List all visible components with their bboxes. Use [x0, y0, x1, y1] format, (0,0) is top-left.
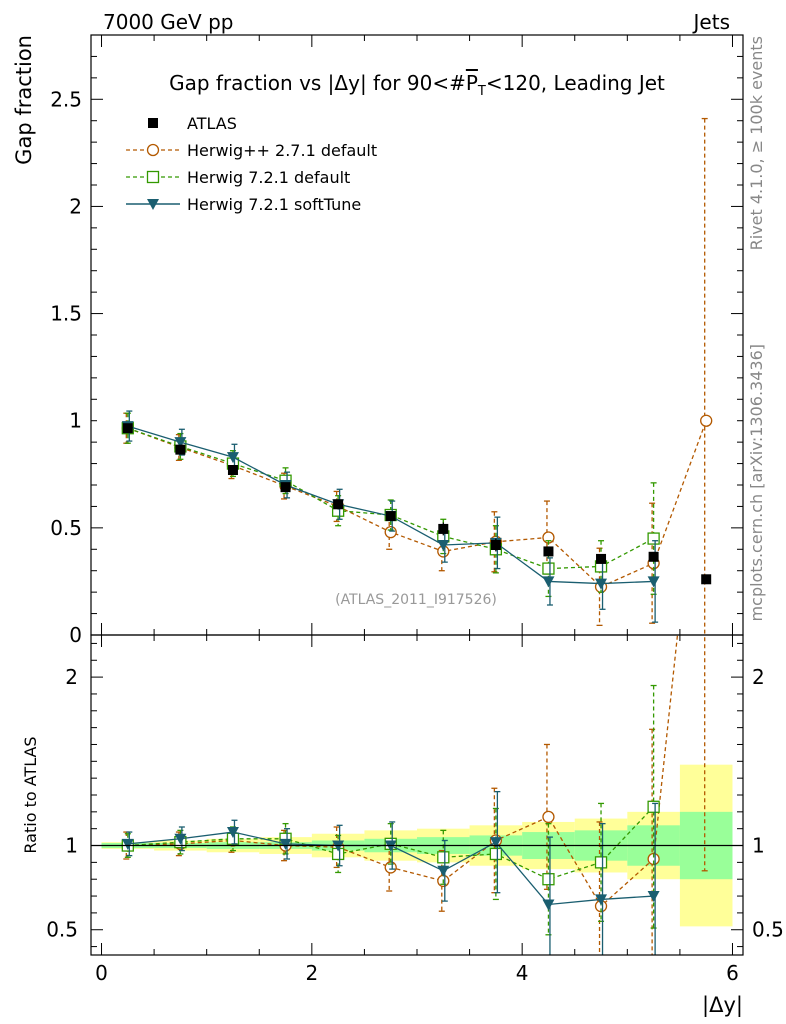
ratio-plot: 0 2 4 6 0.5 0.5 1 1 2 2 Ratio to ATLAS |Δy| [21, 360, 784, 1018]
ratio-herwig7-soft-point [279, 838, 292, 850]
ratio-y-tick-label-left: 0.5 [46, 918, 78, 942]
legend-atlas-marker [148, 118, 158, 128]
legend-herwig7-default-marker [146, 170, 160, 184]
y-axis-label: Gap fraction [12, 35, 36, 165]
atlas-point [122, 423, 133, 434]
mcplots-label: mcplots.cern.ch [arXiv:1306.3436] [747, 344, 766, 621]
atlas-point [175, 444, 186, 455]
ratio-plot-body: 0 2 4 6 0.5 0.5 1 1 2 2 [46, 360, 784, 985]
chart-title-pre: Gap fraction vs |Δy| for 90<# [169, 71, 466, 95]
ratio-herwigpp-point [542, 810, 555, 824]
ratio-herwig7-default-point [647, 800, 660, 813]
main-herwig7-default-point [647, 532, 660, 545]
main-data-layer [121, 117, 713, 635]
y-tick-label: 1.5 [50, 302, 82, 326]
x-tick-label: 0 [95, 961, 108, 985]
ratio-y-tick-label-right: 0.5 [752, 918, 784, 942]
ratio-herwig7-default-point [489, 847, 503, 861]
ratio-y-tick-label-left: 1 [65, 834, 78, 858]
ratio-y-tick-label-left: 2 [65, 665, 78, 689]
atlas-point [596, 553, 607, 564]
main-herwig7-soft-line [127, 425, 654, 585]
ratio-y-tick-label-right: 2 [752, 665, 765, 689]
ratio-herwig7-soft-point [121, 838, 134, 850]
atlas-point [385, 511, 396, 522]
ratio-herwig7-soft-point [489, 837, 502, 849]
main-plot: 0.5 1 1.5 2 2.5 0 Gap fraction vs |Δy| for 90… [12, 34, 744, 647]
atlas-point [648, 551, 659, 562]
header-right: Jets [692, 10, 730, 34]
ratio-herwig7-soft-point [647, 891, 660, 903]
atlas-point [701, 574, 712, 585]
ratio-herwig7-soft-point [542, 899, 555, 911]
legend-herwigpp-label: Herwig++ 2.7.1 default [187, 141, 377, 160]
watermark: (ATLAS_2011_I917526) [335, 592, 497, 608]
main-herwigpp-point [700, 414, 713, 427]
main-herwig7-soft-point [226, 452, 239, 464]
ratio-y-tick-label-right: 1 [752, 834, 765, 858]
x-tick-label: 4 [516, 961, 529, 985]
ratio-herwig7-soft-point [174, 833, 187, 845]
ratio-plot-frame [90, 634, 744, 956]
legend-herwig7-soft-label: Herwig 7.2.1 softTune [187, 195, 361, 214]
atlas-point [333, 499, 344, 510]
ratio-herwig7-default-point [437, 851, 450, 864]
chart-title-t: T [477, 84, 486, 99]
x-axis-label: |Δy| [702, 993, 743, 1018]
y-tick-label: 2.5 [50, 87, 82, 111]
legend-atlas-label: ATLAS [187, 114, 237, 133]
main-herwig7-soft-point [437, 540, 450, 551]
main-herwig7-soft-point [647, 576, 660, 588]
chart-title-p: P [466, 71, 478, 95]
atlas-point [438, 523, 449, 534]
main-herwigpp-line [127, 420, 707, 588]
rivet-label: Rivet 4.1.0, ≥ 100k events [747, 36, 766, 250]
main-herwig7-default-line [127, 427, 654, 570]
ratio-data-layer [121, 360, 712, 955]
ratio-herwig7-default-point [594, 856, 608, 869]
main-herwig7-soft-point [542, 576, 555, 588]
main-plot-body: 0.5 1 1.5 2 2.5 0 [50, 34, 743, 647]
ratio-herwig7-soft-point [226, 827, 239, 839]
x-tick-label: 2 [305, 961, 318, 985]
y-tick-label: 2 [69, 194, 82, 218]
main-herwig7-soft-point [174, 437, 187, 449]
y-tick-label: 1 [69, 409, 82, 433]
y-tick-label: 0.5 [50, 516, 82, 540]
atlas-point [227, 465, 238, 475]
legend-herwig7-soft-marker [147, 199, 159, 210]
header-left: 7000 GeV pp [103, 10, 234, 34]
main-herwig7-soft-point [595, 578, 608, 590]
x-tick-label: 6 [726, 961, 739, 985]
legend-herwigpp-marker [146, 143, 160, 157]
main-herwig7-default-point [542, 562, 555, 575]
ratio-y-axis-label: Ratio to ATLAS [21, 736, 40, 853]
atlas-point [280, 482, 291, 493]
ratio-herwig7-soft-point [437, 865, 450, 877]
atlas-point [490, 540, 501, 550]
ratio-herwig7-default-point [542, 873, 555, 886]
chart-title: Gap fraction vs |Δy| for 90<#PT<120, Lea… [169, 71, 665, 99]
chart-title-post: <120, Leading Jet [486, 71, 665, 95]
atlas-point [543, 546, 554, 557]
legend-herwig7-default-label: Herwig 7.2.1 default [187, 168, 350, 187]
ratio-herwigpp-point [701, 360, 712, 371]
ratio-herwig7-soft-point [595, 894, 608, 906]
legend: ATLAS Herwig++ 2.7.1 default Herwig 7.2.… [126, 114, 377, 214]
y-tick-label-zero: 0 [69, 623, 82, 647]
